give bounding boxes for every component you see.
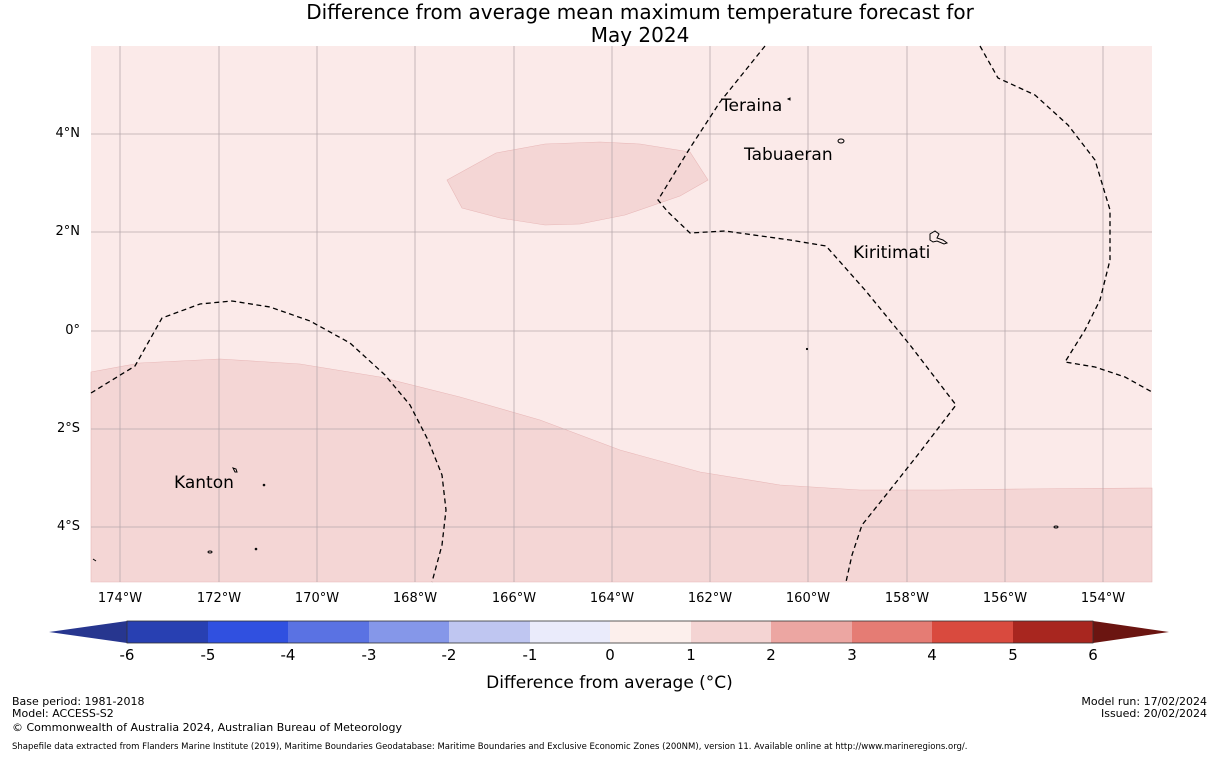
x-axis-label: 156°W xyxy=(982,591,1028,606)
colorbar-segment xyxy=(610,621,691,643)
island-kiritimati xyxy=(929,230,949,245)
island-kanton xyxy=(232,467,238,473)
colorbar-segment xyxy=(530,621,610,643)
colorbar-segment xyxy=(852,621,932,643)
colorbar-arrow-left xyxy=(49,621,127,643)
x-axis-label: 170°W xyxy=(294,591,340,606)
islands xyxy=(92,97,1059,562)
y-axis-label: 2°N xyxy=(55,224,81,239)
colorbar-segment xyxy=(369,621,449,643)
footer-issued: Issued: 20/02/2024 xyxy=(1100,707,1207,720)
colorbar-tick: 6 xyxy=(1088,646,1098,664)
colorbar-tick: 0 xyxy=(605,646,615,664)
place-label-kanton: Kanton xyxy=(174,473,234,493)
colorbar-tick: -3 xyxy=(361,646,377,664)
eez-boundary-east xyxy=(979,45,1153,393)
island-south-2 xyxy=(207,550,213,554)
colorbar-label: Difference from average (°C) xyxy=(486,673,733,693)
colorbar-tick: -1 xyxy=(522,646,538,664)
eez-boundary-line-islands xyxy=(657,45,957,583)
eez-boundary-kanton xyxy=(90,300,447,583)
footer-source-note: Shapefile data extracted from Flanders M… xyxy=(12,742,968,752)
island-south-3 xyxy=(254,547,258,551)
x-axis-label: 164°W xyxy=(589,591,635,606)
colorbar xyxy=(49,620,1169,644)
colorbar-segment xyxy=(127,621,208,643)
colorbar-arrow-right xyxy=(1093,621,1169,643)
footer-base-period: Base period: 1981-2018 xyxy=(12,695,145,708)
colorbar-tick: -5 xyxy=(200,646,216,664)
colorbar-tick: 1 xyxy=(686,646,696,664)
x-axis-label: 158°W xyxy=(884,591,930,606)
place-label-teraina: Teraina xyxy=(721,96,783,116)
island-south-5 xyxy=(1053,525,1059,529)
colorbar-tick: 4 xyxy=(927,646,937,664)
x-axis-label: 172°W xyxy=(196,591,242,606)
footer-model: Model: ACCESS-S2 xyxy=(12,707,114,720)
x-axis-label: 162°W xyxy=(687,591,733,606)
colorbar-segment xyxy=(288,621,369,643)
y-axis-label: 4°S xyxy=(56,519,80,534)
chart-title-line2: May 2024 xyxy=(590,23,690,47)
footer-model-run: Model run: 17/02/2024 xyxy=(1081,695,1207,708)
island-tabuaeran xyxy=(837,138,845,144)
colorbar-tick: -4 xyxy=(280,646,296,664)
footer-copyright: © Commonwealth of Australia 2024, Austra… xyxy=(12,721,402,734)
gridlines xyxy=(91,46,1152,582)
island-south-6 xyxy=(805,347,809,351)
colorbar-segment xyxy=(1013,621,1093,643)
y-axis-label: 4°N xyxy=(55,126,81,141)
x-axis-label: 160°W xyxy=(785,591,831,606)
island-teraina xyxy=(786,97,791,101)
colorbar-segment xyxy=(208,621,288,643)
island-south-1 xyxy=(262,483,266,487)
colorbar-segment xyxy=(932,621,1013,643)
eez-boundaries xyxy=(90,45,1153,583)
colorbar-tick: -6 xyxy=(119,646,135,664)
colorbar-tick: 2 xyxy=(766,646,776,664)
colorbar-tick: 3 xyxy=(847,646,857,664)
colorbar-tick: 5 xyxy=(1008,646,1018,664)
anomaly-region-north xyxy=(446,141,709,226)
place-label-kiritimati: Kiritimati xyxy=(853,243,931,263)
y-axis-label: 2°S xyxy=(56,421,80,436)
anomaly-region-south xyxy=(90,358,1153,583)
colorbar-segment xyxy=(449,621,530,643)
colorbar-segment xyxy=(771,621,852,643)
x-axis-label: 174°W xyxy=(97,591,143,606)
y-axis-label: 0° xyxy=(65,323,80,338)
place-label-tabuaeran: Tabuaeran xyxy=(744,145,833,165)
x-axis-label: 168°W xyxy=(392,591,438,606)
colorbar-segment xyxy=(691,621,771,643)
x-axis-label: 166°W xyxy=(491,591,537,606)
chart-title-line1: Difference from average mean maximum tem… xyxy=(306,0,974,24)
colorbar-tick: -2 xyxy=(441,646,457,664)
x-axis-label: 154°W xyxy=(1080,591,1126,606)
island-south-4 xyxy=(92,558,97,562)
